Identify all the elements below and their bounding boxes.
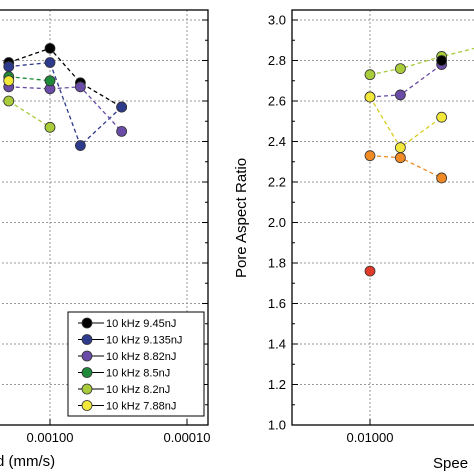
left-x-tick-label: 0.00010 bbox=[164, 430, 211, 445]
left-data-point bbox=[3, 61, 15, 72]
legend-label: 10 kHz 9.45nJ bbox=[106, 318, 176, 330]
right-gridlines bbox=[292, 10, 474, 425]
legend-marker bbox=[81, 350, 93, 362]
right-plot-frame bbox=[291, 9, 474, 426]
right-y-tick-labels: 1.0 1.2 1.4 1.6 1.8 2.0 2.2 2.4 2.6 2.8 3.0 bbox=[268, 13, 286, 433]
right-x-tick-labels: 0.01000 bbox=[347, 430, 394, 445]
left-legend: 10 kHz 9.45nJ 10 kHz 9.135nJ 10 kHz 8.82nJ… bbox=[67, 311, 205, 417]
right-data-point bbox=[394, 89, 406, 101]
left-data-point bbox=[44, 121, 56, 133]
right-data-point bbox=[436, 111, 448, 123]
right-data-point bbox=[436, 55, 448, 66]
right-series-points bbox=[364, 51, 448, 277]
legend-marker bbox=[81, 400, 93, 411]
right-chart: 1.0 1.2 1.4 1.6 1.8 2.0 2.2 2.4 2.6 2.8 3.0 0.0100… bbox=[233, 9, 474, 472]
right-data-point bbox=[364, 69, 376, 81]
right-data-point bbox=[364, 265, 376, 277]
left-data-point bbox=[44, 42, 56, 54]
right-data-point bbox=[436, 172, 448, 184]
right-y-axis-title: Pore Aspect Ratio bbox=[233, 158, 250, 278]
right-series-line bbox=[369, 47, 474, 76]
right-y-tick-label: 1.2 bbox=[268, 377, 286, 392]
left-series-line bbox=[8, 76, 51, 82]
legend-label: 10 kHz 8.2nJ bbox=[106, 384, 170, 396]
right-series-line bbox=[369, 64, 443, 98]
left-data-point bbox=[44, 57, 56, 68]
left-ticks bbox=[49, 19, 208, 426]
right-y-tick-label: 2.8 bbox=[268, 53, 286, 68]
right-y-tick-label: 2.2 bbox=[268, 175, 286, 190]
left-series-line bbox=[8, 86, 123, 132]
right-x-tick-label: 0.01000 bbox=[347, 430, 394, 445]
legend-marker bbox=[81, 334, 93, 345]
left-series-line bbox=[8, 61, 123, 147]
right-data-point bbox=[364, 150, 376, 162]
left-data-point bbox=[116, 101, 128, 113]
left-data-point bbox=[3, 95, 15, 107]
left-x-axis-title: d (mm/s) bbox=[0, 453, 55, 470]
left-x-tick-labels: 0.00100 0.00010 bbox=[27, 430, 211, 445]
right-y-tick-label: 2.0 bbox=[268, 215, 286, 230]
left-series-line bbox=[8, 47, 122, 108]
left-chart: 0.00100 0.00010 d (mm/s) 10 kHz 9.45nJ10 … bbox=[0, 9, 211, 470]
right-series-line bbox=[369, 155, 442, 179]
left-series-line bbox=[8, 100, 51, 128]
right-y-tick-label: 1.4 bbox=[268, 337, 286, 352]
legend-label: 10 kHz 8.82nJ bbox=[106, 351, 176, 363]
left-data-point bbox=[74, 81, 86, 93]
right-data-point bbox=[394, 152, 406, 164]
right-y-tick-label: 1.8 bbox=[268, 256, 286, 271]
right-y-tick-label: 1.6 bbox=[268, 296, 286, 311]
left-data-point bbox=[44, 75, 56, 87]
legend-label: 10 kHz 9.135nJ bbox=[106, 335, 182, 347]
right-y-tick-label: 2.6 bbox=[268, 94, 286, 109]
left-series-points bbox=[3, 42, 128, 151]
legend-label: 10 kHz 7.88nJ bbox=[106, 401, 176, 413]
right-y-tick-label: 1.0 bbox=[268, 418, 286, 433]
right-data-point bbox=[364, 91, 376, 103]
left-data-point bbox=[74, 140, 86, 151]
legend-marker bbox=[81, 383, 93, 395]
left-plot-frame bbox=[0, 9, 209, 426]
right-y-tick-label: 3.0 bbox=[268, 13, 286, 28]
left-series-lines bbox=[8, 47, 123, 147]
right-ticks bbox=[292, 19, 371, 426]
right-x-axis-title: Spee bbox=[433, 455, 468, 472]
legend-marker bbox=[81, 317, 93, 329]
right-data-point bbox=[394, 63, 406, 74]
right-y-tick-label: 2.4 bbox=[268, 134, 286, 149]
legend-items: 10 kHz 9.45nJ 10 kHz 9.135nJ 10 kHz 8.82nJ… bbox=[78, 317, 182, 413]
legend-label: 10 kHz 8.5nJ bbox=[106, 368, 170, 380]
legend-box bbox=[67, 311, 205, 417]
left-data-point bbox=[116, 125, 128, 137]
left-data-point bbox=[3, 75, 15, 87]
right-series-lines bbox=[369, 47, 474, 179]
legend-marker bbox=[81, 367, 93, 378]
right-data-point bbox=[394, 142, 406, 153]
left-x-tick-label: 0.00100 bbox=[27, 430, 74, 445]
right-series-line bbox=[369, 96, 443, 149]
